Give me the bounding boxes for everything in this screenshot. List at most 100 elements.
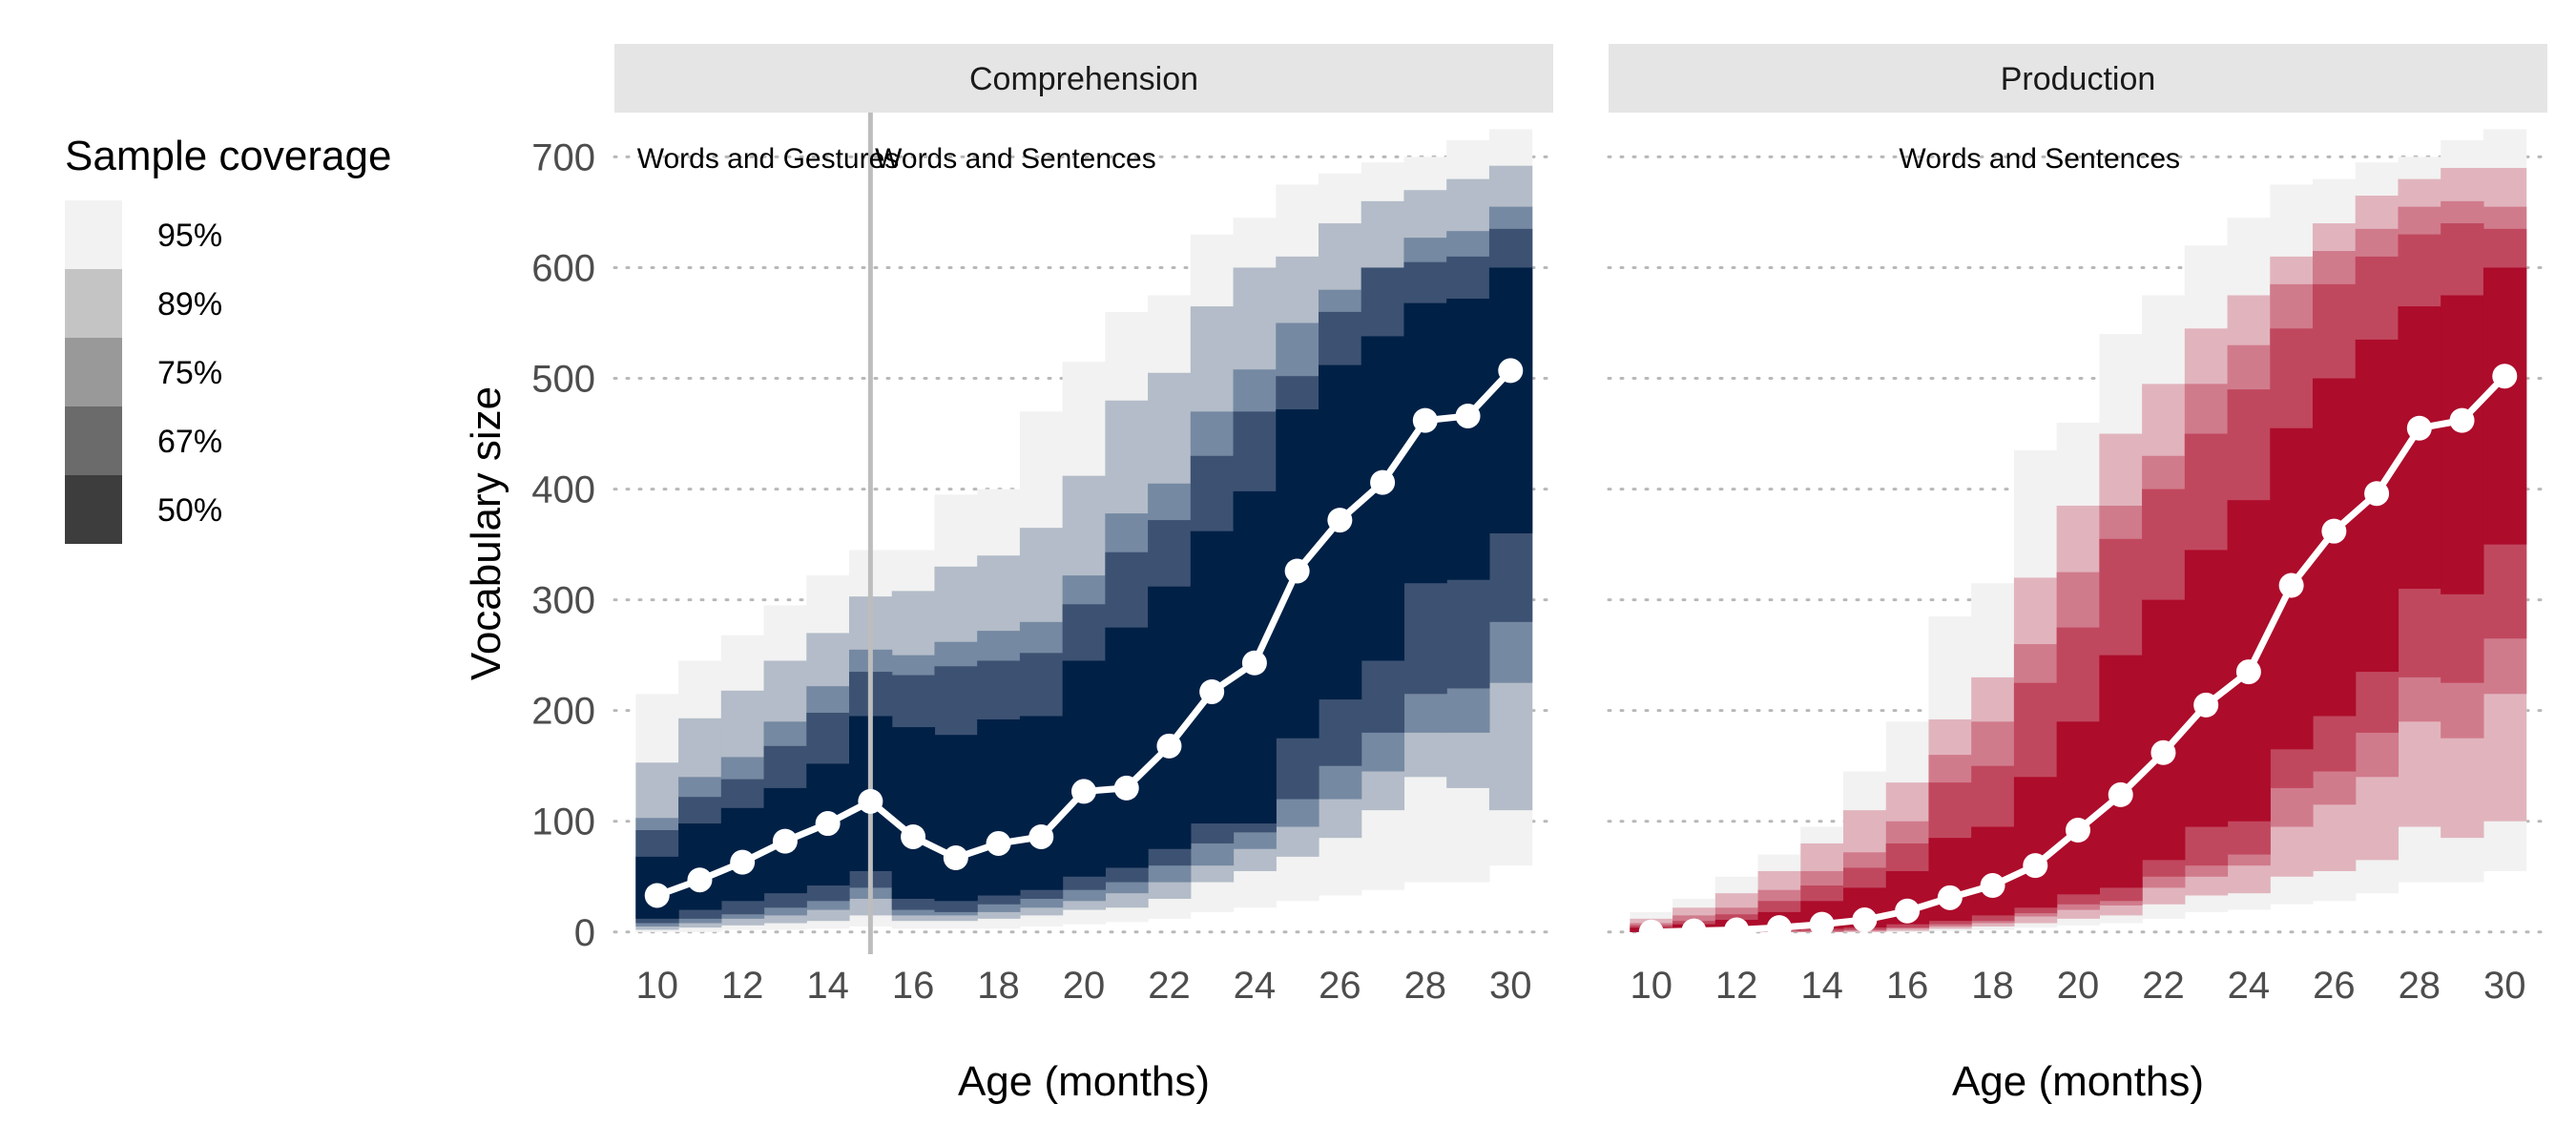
median-point: [2066, 818, 2090, 843]
legend-title: Sample coverage: [65, 133, 391, 179]
x-tick-label: 30: [1489, 965, 1532, 1007]
band-50pct-bar: [891, 727, 936, 899]
median-point: [2449, 407, 2475, 433]
panel-production: Production Words and Sentences 10 12 14 16 18 2…: [1607, 44, 2549, 1105]
x-tick-label: 12: [721, 965, 764, 1007]
x-tick-label: 26: [1319, 965, 1361, 1007]
y-axis-title: Vocabulary size: [463, 386, 509, 680]
median-point: [1241, 650, 1267, 676]
median-point: [1028, 823, 1054, 849]
x-tick-label: 20: [2057, 965, 2100, 1007]
strip-label: Comprehension: [969, 61, 1198, 97]
legend-label: 75%: [157, 355, 222, 391]
band-50pct-bar: [2099, 655, 2143, 888]
x-tick-label: 10: [635, 965, 678, 1007]
x-tick-label: 20: [1063, 965, 1106, 1007]
x-tick-label: 14: [806, 965, 849, 1007]
median-point: [1766, 915, 1792, 941]
y-tick-label: 200: [531, 691, 595, 733]
x-tick-label: 22: [2142, 965, 2185, 1007]
legend-label: 95%: [157, 218, 222, 254]
y-tick-label: 300: [531, 580, 595, 622]
band-50pct-bar: [1062, 660, 1106, 877]
legend-key-50pct: [65, 475, 122, 544]
median-point: [2278, 572, 2304, 598]
x-axis-title: Age (months): [1952, 1058, 2204, 1105]
form-annotation: Words and Sentences: [875, 143, 1156, 175]
legend-key-75pct: [65, 338, 122, 406]
median-point: [2321, 518, 2347, 544]
x-tick-label: 18: [1971, 965, 2014, 1007]
band-50pct-bar: [2013, 777, 2058, 908]
y-tick-label: 0: [574, 912, 595, 954]
x-tick-label: 28: [1404, 965, 1447, 1007]
x-tick-label: 24: [1234, 965, 1277, 1007]
median-point: [901, 823, 926, 849]
band-50pct-bar: [1190, 531, 1235, 824]
x-tick-label: 10: [1630, 965, 1672, 1007]
x-tick-label: 22: [1148, 965, 1191, 1007]
median-point: [2406, 415, 2432, 441]
x-tick-label: 12: [1715, 965, 1758, 1007]
median-point: [986, 830, 1011, 856]
x-tick-label: 30: [2483, 965, 2526, 1007]
median-point: [1199, 678, 1225, 704]
x-tick-label: 18: [977, 965, 1020, 1007]
median-point: [1895, 898, 1921, 924]
median-point: [2108, 781, 2133, 807]
y-tick-label: 700: [531, 136, 595, 178]
median-point: [1071, 779, 1096, 804]
band-50pct-bar: [2056, 721, 2100, 895]
median-point: [2235, 659, 2261, 685]
band-50pct-bar: [1148, 586, 1192, 849]
median-point: [1498, 358, 1524, 384]
median-point: [1113, 775, 1139, 801]
strip-background: [614, 44, 1553, 113]
legend-label: 50%: [157, 492, 222, 529]
median-point: [2023, 853, 2048, 879]
median-point: [1412, 407, 1438, 433]
median-point: [1809, 911, 1835, 937]
legend-label: 89%: [157, 286, 222, 323]
band-50pct-bar: [2483, 267, 2527, 545]
x-tick-label: 26: [2313, 965, 2356, 1007]
band-50pct-bar: [2441, 295, 2484, 594]
legend-key-89pct: [65, 269, 122, 338]
band-50pct-bar: [1971, 826, 2015, 916]
strip-label: Production: [2001, 61, 2156, 97]
median-point: [1937, 885, 1963, 910]
band-50pct-bar: [678, 823, 722, 910]
x-tick-label: 24: [2228, 965, 2271, 1007]
median-point: [2492, 364, 2518, 389]
median-point: [2364, 481, 2390, 507]
median-point: [687, 867, 713, 893]
y-tick-label: 600: [531, 247, 595, 289]
median-point: [1370, 469, 1396, 495]
y-tick-label: 100: [531, 802, 595, 843]
median-point: [644, 883, 670, 908]
median-point: [2150, 739, 2176, 765]
band-50pct-bar: [2142, 599, 2186, 861]
median-point: [730, 849, 756, 875]
median-point: [1156, 733, 1182, 759]
band-50pct-bar: [1105, 627, 1149, 868]
legend-label: 67%: [157, 424, 222, 460]
median-point: [772, 828, 798, 854]
median-point: [943, 845, 968, 871]
median-point: [1327, 508, 1353, 533]
x-tick-label: 14: [1800, 965, 1843, 1007]
band-50pct-bar: [934, 735, 978, 902]
band-50pct-bar: [1488, 267, 1533, 533]
band-50pct-bar: [1019, 716, 1064, 890]
x-tick-label: 28: [2399, 965, 2441, 1007]
x-axis-title: Age (months): [958, 1058, 1210, 1105]
legend-key-67pct: [65, 406, 122, 475]
form-annotation: Words and Sentences: [1899, 143, 2180, 175]
median-point: [1852, 907, 1878, 933]
median-point: [815, 811, 841, 837]
legend-key-95pct: [65, 200, 122, 269]
median-point: [1455, 403, 1481, 428]
x-tick-label: 16: [1886, 965, 1929, 1007]
